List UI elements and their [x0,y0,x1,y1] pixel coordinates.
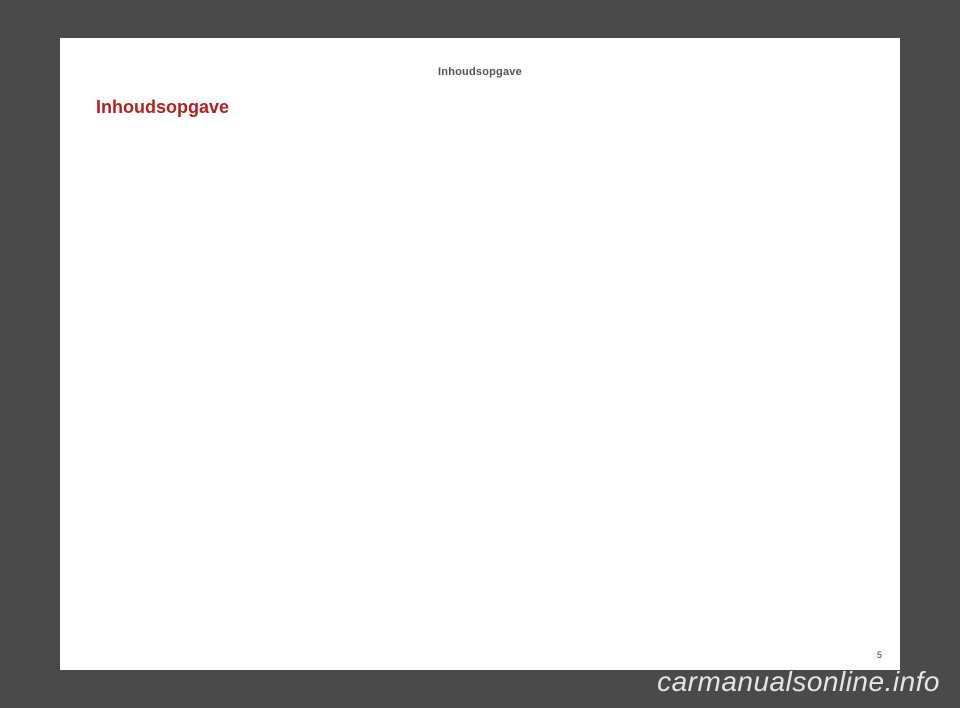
page-header: Inhoudsopgave [96,66,864,78]
toc-column-1: Inhoudsopgave [96,94,337,132]
manual-page: Inhoudsopgave Inhoudsopgave 5 [60,38,900,670]
toc-column-2 [359,94,600,132]
toc-columns: Inhoudsopgave [96,94,864,132]
toc-title: Inhoudsopgave [96,94,337,122]
page-number: 5 [877,650,882,660]
watermark-text: carmanualsonline.info [657,666,940,698]
toc-column-3 [623,94,864,132]
